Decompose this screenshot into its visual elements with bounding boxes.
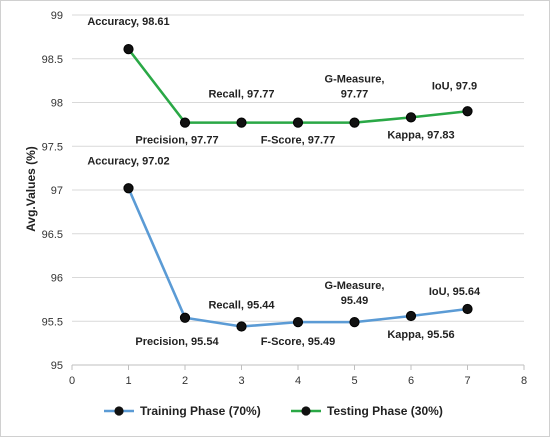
data-label-line: Recall, 95.44 [208,300,275,312]
y-tick-label: 98 [51,98,63,110]
data-point [179,312,191,323]
data-label: G-Measure, 95.49 [325,280,385,307]
data-point [236,117,247,128]
data-label: F-Score, 97.77 [261,135,336,147]
data-label: Precision, 95.54 [135,336,219,348]
legend: Training Phase (70%) Testing Phase (30%) [104,404,443,418]
series-line-1 [127,187,468,328]
y-tick-label: 96 [51,273,63,285]
data-label: G-Measure, 97.77 [325,74,385,101]
y-tick-label: 99 [51,10,63,22]
data-point [236,321,247,332]
data-label: Recall, 95.44 [208,300,275,312]
x-axis-ticks: 0 1 2 3 4 5 6 7 8 [69,365,527,387]
x-tick-label: 8 [521,375,527,387]
data-label: F-Score, 95.49 [261,336,336,348]
data-point [462,106,473,117]
y-tick-label: 97.5 [42,141,63,153]
data-label: Kappa, 95.56 [387,329,454,341]
data-label-line: Kappa, 95.56 [387,329,454,341]
data-label-line: Recall, 97.77 [208,89,274,101]
y-tick-label: 97 [51,185,63,197]
data-label: IoU, 97.9 [432,80,477,92]
data-label-line: IoU, 95.64 [429,286,481,298]
data-point [123,183,134,194]
data-label-line: Precision, 97.77 [135,135,218,147]
data-label-line: Accuracy, 98.61 [87,16,169,28]
data-label: Accuracy, 97.02 [87,155,169,167]
data-label-line: Accuracy, 97.02 [87,155,169,167]
data-label-line: F-Score, 95.49 [261,336,336,348]
legend-marker-2 [301,406,311,416]
data-label: Kappa, 97.83 [387,129,454,141]
legend-marker-1 [114,406,124,416]
y-tick-label: 98.5 [42,54,63,66]
y-tick-label: 96.5 [42,229,63,241]
gridlines [72,14,524,366]
data-label-line: F-Score, 97.77 [261,135,336,147]
data-label: Precision, 97.77 [135,135,218,147]
data-point [179,117,191,128]
x-tick-label: 0 [69,375,75,387]
data-point [405,310,417,322]
x-tick-label: 7 [464,375,470,387]
data-point [462,303,473,315]
x-tick-label: 3 [238,375,244,387]
data-point [292,117,304,128]
x-tick-label: 1 [125,375,131,387]
y-tick-label: 95 [51,360,63,372]
legend-label-2: Testing Phase (30%) [327,404,443,418]
series-line-2 [127,48,468,124]
data-label-line: 97.77 [341,89,369,101]
data-point [292,317,304,328]
data-point [349,117,360,128]
data-label-line: 95.49 [341,295,369,307]
series-group [123,44,473,332]
data-label: IoU, 95.64 [429,286,481,298]
x-tick-label: 4 [295,375,301,387]
data-label: Recall, 97.77 [208,89,274,101]
data-label-line: IoU, 97.9 [432,80,477,92]
data-point [405,112,417,123]
x-tick-label: 2 [182,375,188,387]
y-axis-ticks: 95 95.5 96 96.5 97 97.5 98 98.5 99 [42,10,63,372]
data-label: Accuracy, 98.61 [87,16,169,28]
data-label-line: Kappa, 97.83 [387,129,454,141]
data-point [349,317,360,328]
data-label-line: Precision, 95.54 [135,336,219,348]
x-tick-label: 5 [351,375,357,387]
data-label-line: G-Measure, [325,74,385,86]
legend-label-1: Training Phase (70%) [140,404,261,418]
data-labels: Accuracy, 97.02 Precision, 95.54 Recall, 9… [87,16,481,348]
y-axis-title: Avg.Values (%) [24,146,38,232]
x-tick-label: 6 [408,375,414,387]
y-tick-label: 95.5 [42,316,63,328]
data-label-line: G-Measure, [325,280,385,292]
data-point [123,44,134,55]
